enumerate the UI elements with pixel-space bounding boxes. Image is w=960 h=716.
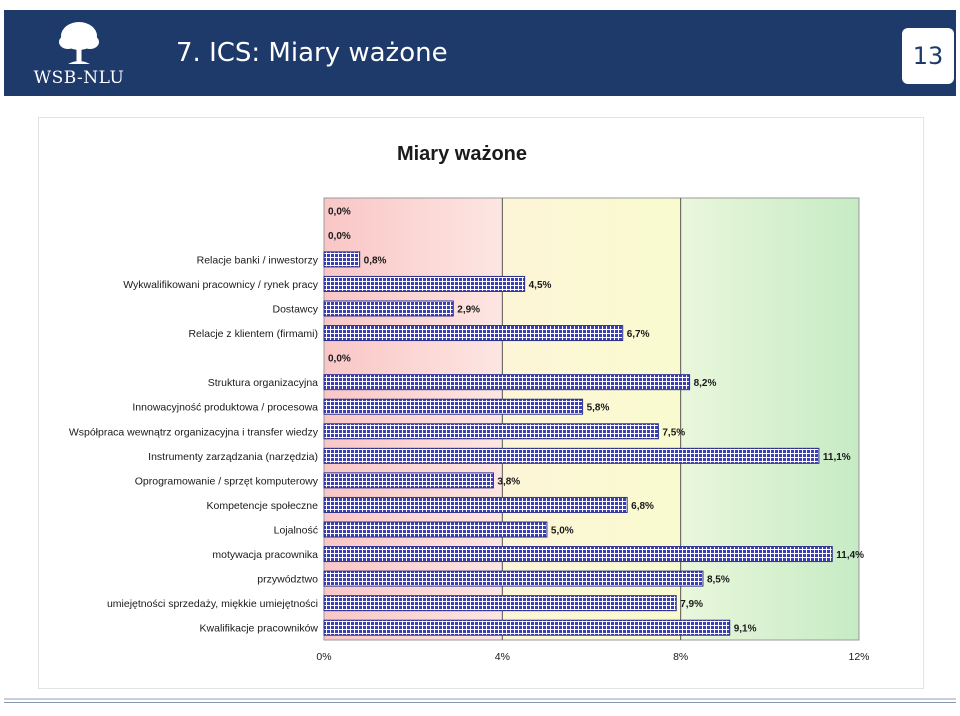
category-label: Innowacyjność produktowa / procesowa [132,402,318,414]
logo-text: WSB-NLU [33,68,125,88]
category-label: Wykwalifikowani pracownicy / rynek pracy [123,279,319,291]
slide-header: WSB-NLU 7. ICS: Miary ważone 13 [4,10,956,96]
value-label: 0,8% [364,255,387,266]
value-label: 11,1% [823,452,851,463]
bar [323,521,548,538]
logo: WSB-NLU [24,20,134,92]
bottom-divider [4,698,956,700]
category-label: umiejętności sprzedaży, miękkie umiejętn… [107,598,318,610]
value-label: 0,0% [328,354,351,365]
bar [323,570,704,587]
plot-border [323,197,860,641]
slide-title: 7. ICS: Miary ważone [176,38,448,68]
category-label: Współpraca wewnątrz organizacyjna i tran… [69,426,319,438]
bar [323,472,494,489]
x-axis-ticks: 0% 4% 8% 12% [316,651,869,663]
page-number: 13 [902,28,954,84]
bars [323,251,833,636]
value-label: 5,8% [587,403,610,414]
value-label: 7,9% [680,599,703,610]
category-label: Relacje z klientem (firmami) [188,328,318,340]
bar-chart: Relacje banki / inwestorzy Wykwalifikowan… [69,143,870,663]
value-label: 6,8% [631,501,654,512]
plot-background [323,197,860,641]
category-label: Instrumenty zarządzania (narzędzia) [148,451,318,463]
bar [323,546,833,563]
bar [323,595,677,612]
category-label: Kwalifikacje pracowników [200,623,319,635]
chart-panel: Relacje banki / inwestorzy Wykwalifikowan… [38,117,924,689]
value-label: 7,5% [662,427,685,438]
x-tick-label: 0% [316,651,331,663]
category-label: motywacja pracownika [212,549,318,561]
bar [323,619,731,636]
bar [323,300,454,317]
value-label: 6,7% [627,329,650,340]
x-tick-label: 8% [673,651,688,663]
band-red [324,198,503,640]
x-tick-label: 4% [495,651,510,663]
value-label: 2,9% [457,305,480,316]
bar [323,251,361,268]
bar [323,447,820,464]
bar [323,374,691,391]
value-label: 9,1% [734,624,757,635]
category-label: Relacje banki / inwestorzy [197,254,319,266]
category-label: przywództwo [257,574,318,586]
category-label: Kompetencje społeczne [207,500,319,512]
x-tick-label: 12% [848,651,869,663]
bottom-divider-thin [4,702,956,703]
category-labels: Relacje banki / inwestorzy Wykwalifikowan… [69,254,319,634]
value-label: 4,5% [529,280,552,291]
category-label: Struktura organizacyjna [208,377,318,389]
tree-icon [59,22,99,64]
value-label: 0,0% [328,231,351,242]
category-label: Oprogramowanie / sprzęt komputerowy [135,475,319,487]
value-label: 3,8% [497,476,520,487]
bar [323,398,584,415]
bar [323,275,526,292]
band-yellow [502,198,681,640]
value-label: 5,0% [551,526,574,537]
chart-title: Miary ważone [397,143,527,165]
bar [323,325,624,342]
value-label: 11,4% [836,550,864,561]
category-label: Dostawcy [272,304,318,316]
value-label: 8,5% [707,575,730,586]
bar [323,423,659,440]
band-green [680,198,859,640]
value-label: 8,2% [694,378,717,389]
grid-lines [501,198,682,640]
bar [323,496,628,513]
value-label: 0,0% [328,206,351,217]
value-labels: 0,0% 0,0% 0,8% 4,5% 2,9% 6,7% 0,0% 8,2% 5,8% 7,5%… [328,206,864,634]
category-label: Lojalność [274,525,318,537]
